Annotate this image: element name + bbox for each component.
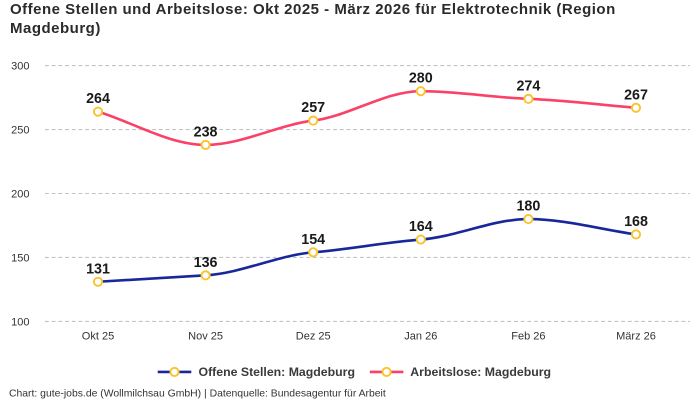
svg-text:100: 100 xyxy=(11,316,29,328)
svg-text:Dez 25: Dez 25 xyxy=(296,331,331,343)
svg-text:Arbeitslose: Magdeburg: Arbeitslose: Magdeburg xyxy=(410,365,551,379)
svg-text:250: 250 xyxy=(11,125,29,137)
svg-text:168: 168 xyxy=(624,214,648,230)
svg-text:274: 274 xyxy=(516,78,540,94)
svg-text:238: 238 xyxy=(194,124,218,140)
svg-text:200: 200 xyxy=(11,189,29,201)
svg-text:150: 150 xyxy=(11,252,29,264)
svg-text:März 26: März 26 xyxy=(616,331,656,343)
svg-text:131: 131 xyxy=(86,261,110,277)
svg-text:280: 280 xyxy=(409,71,433,87)
svg-text:Jan 26: Jan 26 xyxy=(404,331,437,343)
svg-text:Chart: gute-jobs.de (Wollmilch: Chart: gute-jobs.de (Wollmilchsau GmbH) … xyxy=(9,389,386,400)
svg-text:Feb 26: Feb 26 xyxy=(511,331,545,343)
svg-text:136: 136 xyxy=(194,255,218,271)
svg-text:164: 164 xyxy=(409,219,433,235)
svg-text:154: 154 xyxy=(301,232,325,248)
svg-text:257: 257 xyxy=(301,100,325,116)
svg-text:267: 267 xyxy=(624,87,648,103)
svg-text:180: 180 xyxy=(516,199,540,215)
svg-text:Magdeburg): Magdeburg) xyxy=(10,20,101,37)
svg-text:Nov 25: Nov 25 xyxy=(188,331,223,343)
svg-text:Okt 25: Okt 25 xyxy=(82,331,114,343)
svg-text:Offene Stellen: Magdeburg: Offene Stellen: Magdeburg xyxy=(199,365,355,379)
svg-text:300: 300 xyxy=(11,61,29,73)
svg-text:264: 264 xyxy=(86,91,110,107)
svg-text:Offene Stellen und Arbeitslose: Offene Stellen und Arbeitslose: Okt 2025… xyxy=(10,1,616,18)
